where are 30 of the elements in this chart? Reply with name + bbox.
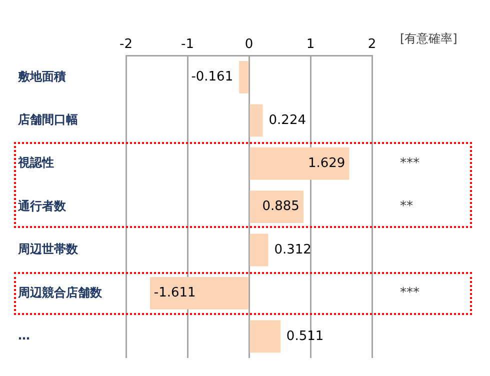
- bar: [250, 147, 350, 180]
- text: **: [400, 199, 414, 214]
- x-tick-label: 1: [306, 37, 315, 52]
- y-tick-label: 周辺競合店舗数: [17, 285, 103, 300]
- x-tick-label: 0: [244, 37, 254, 52]
- data-label: 0.885: [262, 199, 300, 214]
- text: ***: [400, 286, 420, 301]
- y-tick-label: 通行者数: [17, 198, 67, 213]
- data-label: -1.611: [154, 286, 196, 301]
- y-tick-label: 店舗間口幅: [17, 112, 78, 127]
- bar: [250, 320, 280, 353]
- y-tick-label: 周辺世帯数: [17, 242, 79, 256]
- y-tick-label: 視認性: [17, 156, 54, 170]
- data-label: 0.511: [286, 328, 324, 344]
- text: [有意確率]: [400, 32, 458, 46]
- x-tick-label: 2: [368, 37, 376, 52]
- bar: [250, 190, 304, 223]
- bar: [239, 61, 248, 94]
- bar: [250, 104, 263, 137]
- y-tick-label: 敷地面積: [17, 69, 66, 84]
- x-tick-label: -1: [181, 37, 194, 52]
- y-tick-label: …: [18, 328, 30, 343]
- bar: [250, 234, 268, 266]
- x-tick-label: -2: [120, 37, 132, 52]
- data-label: -0.161: [191, 70, 234, 85]
- data-label: 0.224: [268, 112, 306, 128]
- data-label: 0.312: [274, 242, 312, 258]
- text: ***: [400, 156, 420, 171]
- data-label: 1.629: [308, 156, 346, 171]
- bar: [150, 277, 248, 310]
